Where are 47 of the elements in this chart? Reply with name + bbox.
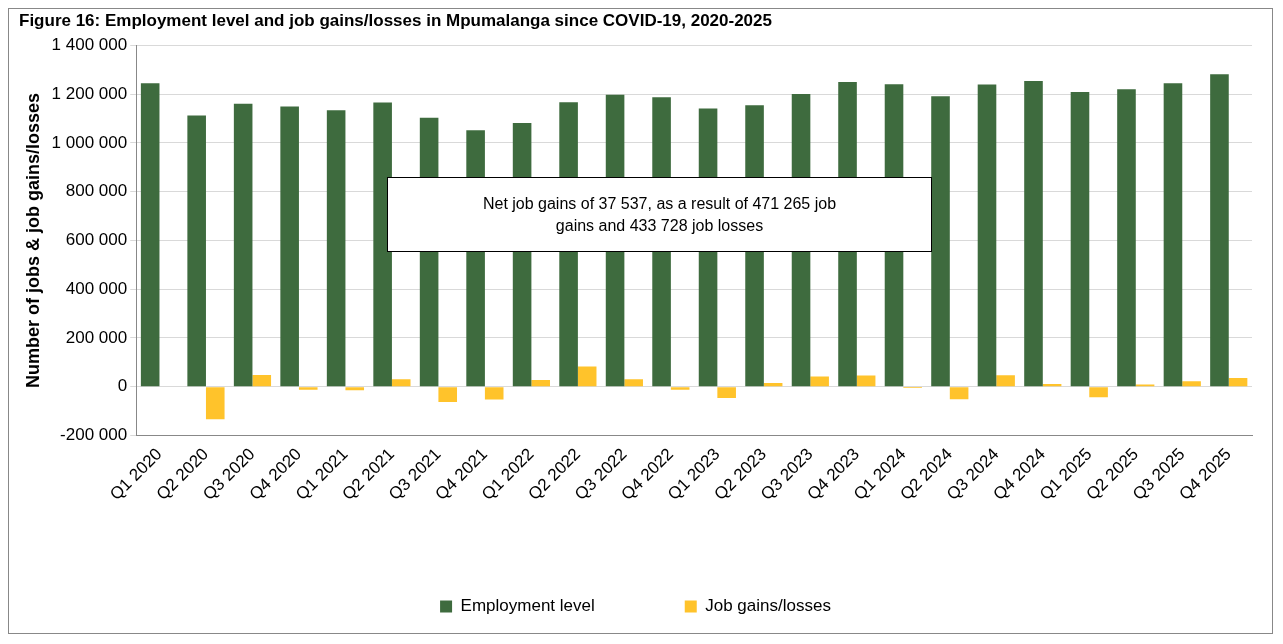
bar: [187, 115, 206, 387]
y-tick-label: 1 400 000: [51, 35, 128, 55]
y-tick-label: 400 000: [65, 278, 128, 298]
bar: [624, 379, 643, 387]
bar: [977, 84, 997, 387]
bar: [1024, 80, 1043, 387]
bar: [810, 376, 829, 387]
bar: [1163, 83, 1183, 387]
bar: [205, 387, 225, 420]
bar: [931, 96, 950, 387]
bar: [1210, 74, 1229, 387]
chart-title: Figure 16: Employment level and job gains/losses in Mpumalanga since COVID-19, 2020-2025: [19, 10, 772, 30]
y-axis-title: Number of jobs & job gains/losses: [22, 92, 43, 388]
y-tick-label: 800 000: [65, 181, 128, 201]
legend-label: Job gains/losses: [705, 596, 831, 616]
bar: [763, 383, 783, 387]
bar: [717, 387, 736, 398]
bar: [949, 387, 969, 400]
bar: [233, 103, 253, 387]
note-box: Net job gains of 37 537, as a result of 471 265 job gains and 433 728 job losses: [387, 177, 932, 252]
y-tick-label: -200 000: [60, 425, 128, 445]
bar: [1089, 387, 1108, 398]
bar: [996, 375, 1015, 387]
bar: [1228, 377, 1248, 387]
bar: [1182, 381, 1201, 387]
y-tick-label: 600 000: [65, 230, 128, 250]
y-tick-label: 200 000: [65, 327, 128, 347]
y-tick-label: 0: [117, 376, 128, 396]
bar: [373, 102, 392, 387]
bar: [391, 379, 411, 387]
bar: [298, 387, 318, 390]
bar: [326, 110, 346, 387]
bar: [670, 387, 690, 390]
bar: [577, 366, 597, 387]
bar: [531, 379, 550, 387]
bar: [140, 83, 160, 387]
y-tick-label: 1 200 000: [51, 83, 128, 103]
bar: [1117, 89, 1136, 387]
bar: [280, 106, 299, 387]
bar: [856, 375, 876, 387]
y-tick-label: 1 000 000: [51, 132, 128, 152]
legend-label: Employment level: [460, 596, 595, 616]
bar: [438, 387, 458, 403]
bar: [345, 387, 365, 391]
bar: [1070, 91, 1090, 387]
bar: [484, 387, 504, 400]
bar: [252, 375, 272, 387]
